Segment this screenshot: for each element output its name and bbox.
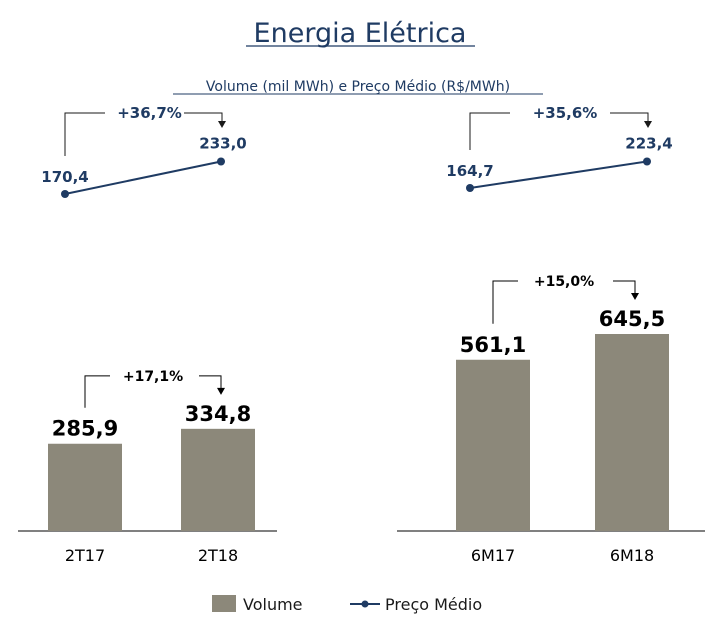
bar-volume-2T17 bbox=[48, 443, 122, 531]
volume-growth-bracket-right bbox=[199, 375, 222, 390]
volume-growth-arrowhead bbox=[217, 387, 225, 395]
price-value-label: 170,4 bbox=[41, 168, 88, 186]
price-growth-bracket-right bbox=[184, 112, 223, 122]
price-point-6M17 bbox=[466, 184, 474, 192]
bar-volume-2T18 bbox=[181, 428, 255, 531]
bar-value-label: 334,8 bbox=[185, 402, 251, 426]
bar-volume-6M18 bbox=[595, 334, 669, 531]
x-tick-label: 6M18 bbox=[610, 546, 654, 565]
price-point-2T17 bbox=[61, 190, 69, 198]
price-growth-label: +35,6% bbox=[533, 104, 598, 122]
price-line bbox=[469, 160, 648, 189]
legend: Volume Preço Médio bbox=[212, 595, 482, 614]
price-growth-bracket-left bbox=[469, 112, 510, 150]
bar-value-label: 561,1 bbox=[460, 333, 526, 357]
volume-growth-bracket-left bbox=[84, 375, 110, 408]
volume-growth-label: +17,1% bbox=[123, 369, 183, 385]
price-point-6M18 bbox=[643, 157, 651, 166]
bar-volume-6M17 bbox=[456, 359, 530, 531]
legend-price-label: Preço Médio bbox=[385, 595, 482, 614]
price-growth-arrowhead bbox=[218, 121, 226, 128]
chart-panels: 285,9 2T17 334,8 2T18 +17,1% 170,4 233,0 +36,7%… bbox=[18, 104, 705, 565]
legend-price-marker bbox=[361, 600, 369, 608]
chart-title: Energia Elétrica bbox=[254, 18, 467, 49]
x-tick-label: 2T17 bbox=[65, 546, 105, 565]
price-value-label: 223,4 bbox=[625, 135, 672, 153]
price-line bbox=[64, 160, 222, 195]
volume-growth-bracket-right bbox=[613, 280, 636, 295]
price-point-2T18 bbox=[217, 157, 225, 166]
price-value-label: 233,0 bbox=[199, 135, 246, 153]
legend-volume-swatch bbox=[212, 595, 236, 612]
volume-growth-arrowhead bbox=[631, 293, 639, 300]
price-value-label: 164,7 bbox=[446, 162, 493, 180]
x-tick-label: 6M17 bbox=[471, 546, 515, 565]
bar-value-label: 285,9 bbox=[52, 417, 118, 441]
x-tick-label: 2T18 bbox=[198, 546, 238, 565]
legend-volume-label: Volume bbox=[243, 595, 303, 614]
price-growth-label: +36,7% bbox=[117, 104, 182, 122]
price-growth-arrowhead bbox=[644, 121, 652, 128]
volume-growth-label: +15,0% bbox=[534, 274, 594, 290]
volume-growth-bracket-left bbox=[492, 280, 518, 324]
chart-subtitle: Volume (mil MWh) e Preço Médio (R$/MWh) bbox=[206, 79, 510, 95]
bar-value-label: 645,5 bbox=[599, 307, 665, 331]
price-growth-bracket-right bbox=[610, 112, 649, 122]
price-growth-bracket-left bbox=[64, 112, 105, 156]
